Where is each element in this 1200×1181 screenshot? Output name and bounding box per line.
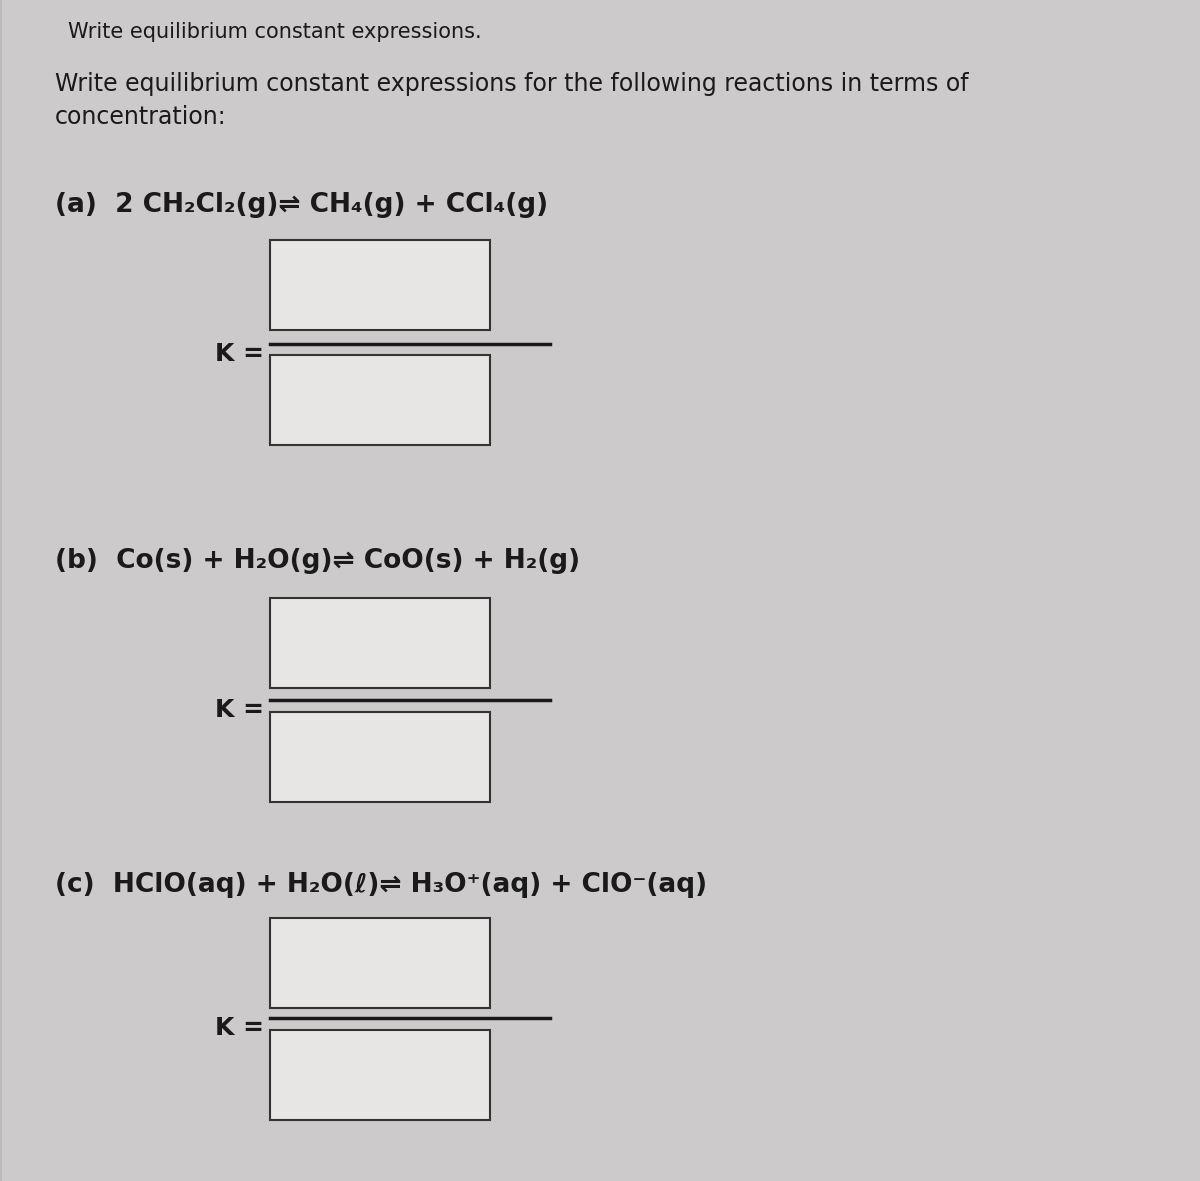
- Bar: [270, 1030, 490, 1120]
- Text: concentration:: concentration:: [55, 105, 227, 129]
- Bar: [270, 598, 490, 689]
- Bar: [270, 918, 490, 1009]
- Bar: [270, 355, 490, 445]
- Text: K =: K =: [215, 698, 264, 722]
- Text: K =: K =: [215, 1016, 264, 1040]
- Bar: [270, 712, 490, 802]
- Text: (c)  HClO(aq) + H₂O(ℓ)⇌ H₃O⁺(aq) + ClO⁻(aq): (c) HClO(aq) + H₂O(ℓ)⇌ H₃O⁺(aq) + ClO⁻(a…: [55, 872, 707, 898]
- Bar: [270, 240, 490, 329]
- Text: (a)  2 CH₂Cl₂(g)⇌ CH₄(g) + CCl₄(g): (a) 2 CH₂Cl₂(g)⇌ CH₄(g) + CCl₄(g): [55, 193, 548, 218]
- Text: Write equilibrium constant expressions for the following reactions in terms of: Write equilibrium constant expressions f…: [55, 72, 968, 96]
- Text: Write equilibrium constant expressions.: Write equilibrium constant expressions.: [68, 22, 481, 43]
- Text: K =: K =: [215, 342, 264, 366]
- Text: (b)  Co(s) + H₂O(g)⇌ CoO(s) + H₂(g): (b) Co(s) + H₂O(g)⇌ CoO(s) + H₂(g): [55, 548, 580, 574]
